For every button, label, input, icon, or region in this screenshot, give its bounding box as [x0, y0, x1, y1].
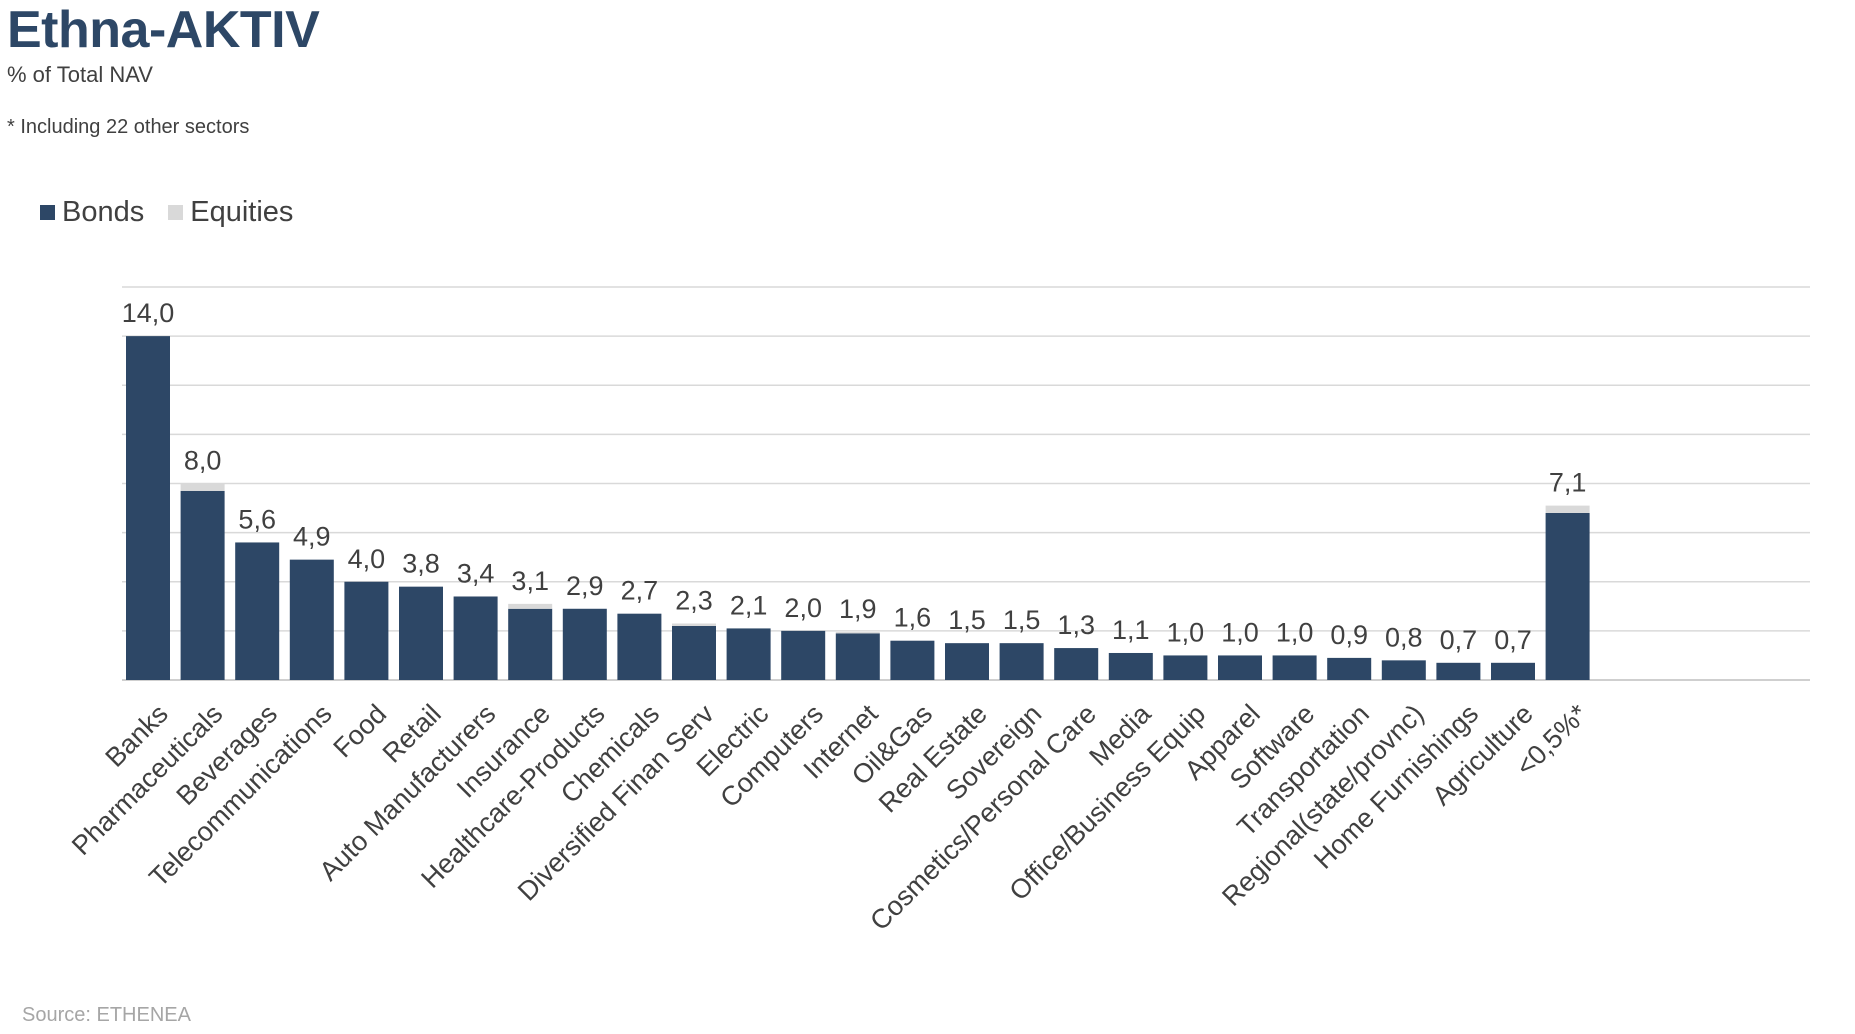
data-label-6: 3,4	[457, 558, 495, 588]
data-label-12: 2,0	[784, 593, 822, 623]
legend-item-equities[interactable]: Equities	[168, 196, 293, 229]
bar-bonds-7	[508, 608, 553, 680]
bar-bonds-11	[726, 628, 771, 680]
bar-bonds-21	[1272, 655, 1317, 680]
bar-bonds-16	[999, 643, 1044, 680]
bar-bonds-24	[1436, 662, 1481, 680]
legend-swatch-bonds	[40, 205, 55, 220]
legend-swatch-equities	[168, 205, 184, 220]
bar-equities-26	[1545, 505, 1590, 513]
data-label-0: 14,0	[122, 298, 175, 328]
data-label-5: 3,8	[402, 549, 440, 579]
data-label-13: 1,9	[839, 594, 877, 624]
bar-equities-1	[180, 483, 225, 491]
legend: Bonds Equities	[40, 196, 317, 229]
source-note: Source: ETHENEA	[22, 1004, 191, 1026]
data-label-8: 2,9	[566, 571, 604, 601]
data-label-11: 2,1	[730, 590, 768, 620]
bar-bonds-1	[180, 490, 225, 680]
data-label-1: 8,0	[184, 446, 222, 476]
bar-bonds-25	[1491, 662, 1535, 680]
data-label-4: 4,0	[348, 544, 386, 574]
data-label-24: 0,7	[1440, 625, 1478, 655]
data-label-9: 2,7	[621, 576, 659, 606]
bar-bonds-19	[1163, 655, 1208, 680]
data-label-7: 3,1	[511, 566, 549, 596]
data-label-20: 1,0	[1221, 617, 1259, 647]
data-label-25: 0,7	[1494, 625, 1532, 655]
data-label-16: 1,5	[1003, 605, 1041, 635]
bar-bonds-2	[235, 542, 280, 680]
data-label-14: 1,6	[894, 603, 932, 633]
data-label-2: 5,6	[238, 504, 276, 534]
data-label-26: 7,1	[1549, 468, 1587, 498]
bar-equities-10	[672, 623, 716, 626]
data-label-15: 1,5	[948, 605, 986, 635]
legend-label-equities: Equities	[190, 196, 294, 228]
data-label-21: 1,0	[1276, 617, 1314, 647]
chart-footnote: * Including 22 other sectors	[7, 116, 250, 138]
bar-equities-7	[508, 603, 553, 609]
data-label-19: 1,0	[1167, 617, 1205, 647]
data-label-18: 1,1	[1112, 615, 1150, 645]
bar-bonds-4	[344, 581, 389, 680]
chart-subtitle: % of Total NAV	[7, 62, 153, 87]
chart-title: Ethna-AKTIV	[7, 1, 320, 59]
bar-bonds-13	[835, 633, 880, 680]
bar-bonds-14	[890, 640, 935, 680]
bar-bonds-3	[289, 559, 334, 680]
bar-bonds-8	[562, 608, 607, 680]
bar-equities-13	[835, 632, 880, 634]
legend-label-bonds: Bonds	[62, 196, 145, 228]
bar-bonds-12	[781, 630, 826, 680]
bar-bonds-5	[399, 586, 443, 680]
bar-bonds-26	[1545, 512, 1590, 680]
data-label-22: 0,9	[1330, 620, 1368, 650]
bar-bonds-17	[1054, 648, 1099, 680]
bar-bonds-9	[617, 613, 662, 680]
data-label-10: 2,3	[675, 586, 713, 616]
bar-bonds-20	[1218, 655, 1262, 680]
bar-bonds-15	[945, 643, 989, 680]
data-label-3: 4,9	[293, 522, 331, 552]
legend-item-bonds[interactable]: Bonds	[40, 196, 144, 229]
data-label-23: 0,8	[1385, 622, 1423, 652]
bar-bonds-0	[126, 336, 170, 680]
bar-bonds-18	[1108, 652, 1153, 680]
data-label-17: 1,3	[1057, 610, 1095, 640]
bar-bonds-6	[453, 596, 498, 680]
bar-bonds-23	[1381, 660, 1426, 680]
bar-bonds-22	[1327, 657, 1372, 680]
bar-bonds-10	[672, 625, 716, 680]
